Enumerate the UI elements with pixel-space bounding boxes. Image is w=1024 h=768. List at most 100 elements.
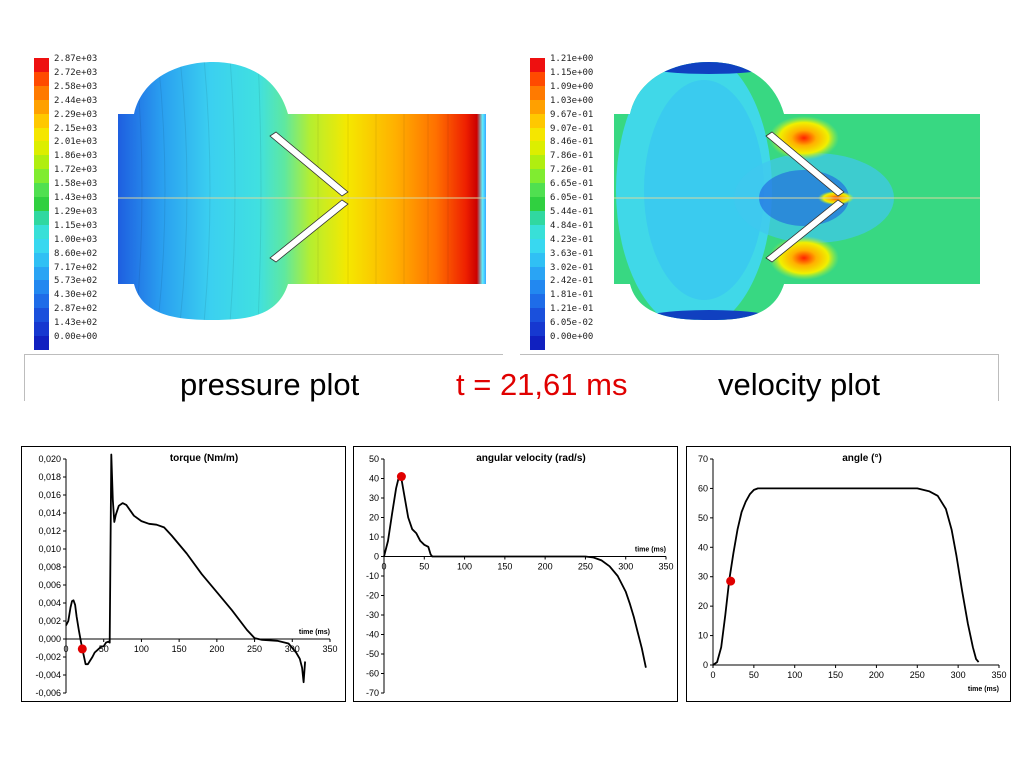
y-tick-label: -0,004 [35, 670, 61, 680]
pressure-legend-swatch [34, 224, 49, 239]
velocity-legend-swatch [530, 210, 545, 225]
pressure-color-legend: 2.87e+03 2.72e+03 2.58e+03 2.44e+03 2.29e+03… [34, 54, 124, 350]
x-tick-label: 100 [787, 670, 802, 680]
current-time-marker [726, 576, 736, 586]
y-tick-label: -40 [366, 630, 379, 640]
velocity-legend-swatch [530, 322, 545, 337]
velocity-legend-swatch [530, 224, 545, 239]
x-tick-label: 200 [209, 644, 224, 654]
x-tick-label: 250 [247, 644, 262, 654]
x-tick-label: 150 [828, 670, 843, 680]
y-tick-label: -30 [366, 610, 379, 620]
pressure-legend-value: 2.87e+03 [54, 54, 98, 64]
y-tick-label: 0 [374, 552, 379, 562]
pressure-legend-swatch [34, 308, 49, 323]
torque-chart: torque (Nm/m) 0,020 0,018 0,016 0,014 0,012 0,… [21, 446, 346, 702]
pressure-legend-value: 1.15e+03 [54, 220, 98, 231]
pressure-legend-swatch [34, 85, 49, 100]
pressure-legend-swatch [34, 169, 49, 184]
velocity-legend-swatch [530, 155, 545, 170]
x-tick-label: 350 [991, 670, 1006, 680]
right-caption-frame [520, 354, 999, 401]
velocity-legend-value: 1.21e-01 [550, 304, 594, 315]
velocity-legend-value: 1.81e-01 [550, 290, 594, 301]
x-tick-label: 100 [134, 644, 149, 654]
velocity-legend-swatch [530, 197, 545, 211]
pressure-legend-swatch [34, 155, 49, 170]
velocity-legend-value: 7.26e-01 [550, 165, 594, 176]
velocity-legend-value: 1.21e+00 [550, 54, 594, 64]
current-time-marker [396, 472, 406, 482]
velocity-legend-swatch [530, 141, 545, 156]
pressure-legend-value: 5.73e+02 [54, 276, 98, 287]
pressure-legend-value: 1.43e+03 [54, 193, 98, 203]
y-tick-label: 50 [698, 513, 708, 523]
y-tick-label: 0,020 [38, 454, 61, 464]
torque-chart-svg: torque (Nm/m) 0,020 0,018 0,016 0,014 0,012 0,… [35, 453, 337, 698]
velocity-legend-value: 2.42e-01 [550, 276, 594, 287]
pressure-legend-value: 1.72e+03 [54, 165, 98, 176]
y-tick-label: 30 [369, 493, 379, 503]
x-axis-title: time (ms) [299, 629, 330, 636]
pressure-legend-value: 1.00e+03 [54, 234, 98, 245]
velocity-legend-swatch [530, 252, 545, 267]
y-tick-label: 20 [698, 601, 708, 611]
pressure-legend-value: 1.86e+03 [54, 151, 98, 162]
y-tick-label: 0,012 [38, 526, 61, 536]
left-caption-frame [24, 354, 503, 401]
velocity-legend-value: 1.03e+00 [550, 95, 594, 106]
pressure-legend-swatch [34, 280, 49, 295]
series-line [65, 453, 306, 684]
pressure-legend-swatch [34, 238, 49, 253]
y-tick-label: -50 [366, 649, 379, 659]
velocity-legend-value: 6.05e-02 [550, 318, 594, 329]
pressure-legend-value: 1.58e+03 [54, 179, 98, 190]
x-tick-label: 0 [381, 562, 386, 572]
angular-velocity-chart-svg: angular velocity (rad/s)50403020100-10-2… [366, 453, 674, 698]
pressure-plot-caption: pressure plot [180, 367, 360, 402]
velocity-legend-swatch [530, 85, 545, 100]
chart-title: angle (°) [842, 453, 882, 464]
velocity-legend-swatch [530, 99, 545, 114]
pressure-legend-value: 2.72e+03 [54, 67, 98, 78]
velocity-legend-value: 4.84e-01 [550, 220, 594, 231]
y-tick-label: -0,002 [35, 652, 61, 662]
pressure-legend-swatch [34, 99, 49, 114]
y-tick-label: 40 [698, 542, 708, 552]
y-tick-label: 0,000 [38, 634, 61, 644]
y-tick-label: 30 [698, 572, 708, 582]
pressure-legend-value: 2.15e+03 [54, 123, 98, 134]
pressure-legend-swatch [34, 197, 49, 211]
y-tick-label: 0,014 [38, 508, 61, 518]
pressure-legend-swatch [34, 210, 49, 225]
y-tick-label: 0,016 [38, 490, 61, 500]
pressure-legend-value: 4.30e+02 [54, 290, 98, 301]
y-tick-label: 0,010 [38, 544, 61, 554]
y-tick-label: 0,002 [38, 616, 61, 626]
pressure-legend-swatch [34, 322, 49, 337]
velocity-legend-value: 9.67e-01 [550, 109, 594, 120]
pressure-legend-value: 0.00e+00 [54, 332, 98, 342]
y-tick-label: 60 [698, 483, 708, 493]
y-tick-label: 10 [369, 532, 379, 542]
velocity-legend-value: 8.46e-01 [550, 137, 594, 148]
pressure-legend-swatch [34, 252, 49, 267]
velocity-contour-plot [614, 62, 980, 320]
x-tick-label: 350 [322, 644, 337, 654]
pressure-legend-value: 7.17e+02 [54, 262, 98, 273]
velocity-legend-value: 6.05e-01 [550, 193, 594, 203]
y-tick-label: 70 [698, 454, 708, 464]
x-tick-label: 0 [710, 670, 715, 680]
pressure-legend-value: 2.87e+02 [54, 304, 98, 315]
velocity-legend-value: 6.65e-01 [550, 179, 594, 190]
velocity-legend-swatch [530, 71, 545, 86]
x-tick-label: 50 [419, 562, 429, 572]
x-tick-label: 50 [99, 644, 109, 654]
pressure-legend-value: 2.01e+03 [54, 137, 98, 148]
pressure-legend-swatch [34, 141, 49, 156]
x-tick-label: 300 [618, 562, 633, 572]
angular-velocity-chart: angular velocity (rad/s) 50 40 30 20 10 0 -10 -2… [353, 446, 678, 702]
pressure-legend-swatch [34, 113, 49, 128]
x-tick-label: 250 [910, 670, 925, 680]
velocity-legend-swatch [530, 169, 545, 184]
